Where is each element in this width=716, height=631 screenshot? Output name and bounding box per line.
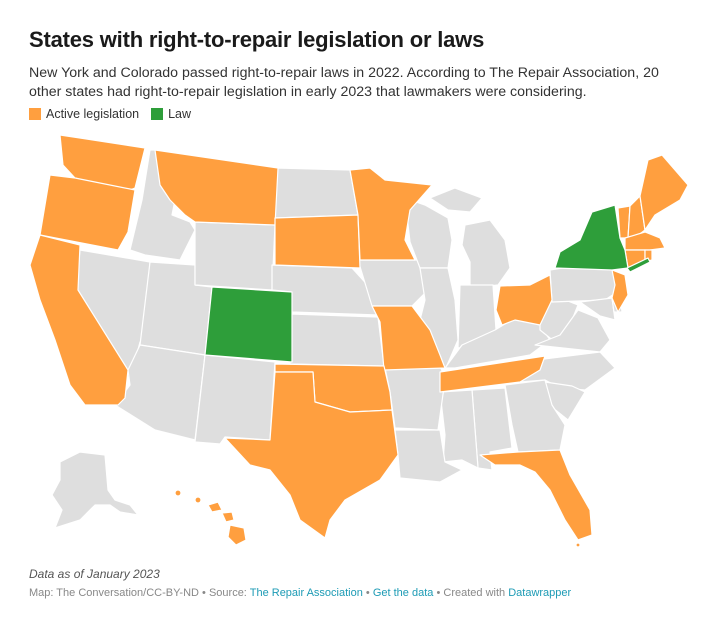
state-michigan	[461, 219, 511, 289]
state-tennessee	[439, 355, 546, 393]
us-map	[29, 134, 689, 548]
legend-swatch-law	[151, 108, 164, 120]
state-louisiana	[394, 429, 463, 483]
state-texas	[224, 371, 399, 539]
state-colorado	[204, 286, 293, 363]
state-maine	[639, 154, 689, 231]
state-missouri	[371, 305, 446, 371]
state-new-mexico	[194, 354, 276, 445]
state-mississippi	[439, 389, 479, 469]
state-illinois	[419, 267, 459, 371]
state-california	[29, 234, 129, 406]
legend: Active legislation Law	[29, 107, 203, 121]
footer-separator: •	[436, 587, 444, 599]
state-hawaii	[174, 489, 581, 548]
state-new-york-li	[626, 257, 651, 273]
state-florida	[479, 449, 593, 541]
state-wisconsin	[404, 197, 453, 269]
state-new-jersey	[611, 269, 629, 313]
footer-separator: •	[365, 587, 373, 599]
state-kansas	[289, 313, 385, 367]
footer: Map: The Conversation/CC-BY-ND • Source:…	[29, 587, 571, 599]
legend-label-active: Active legislation	[46, 107, 140, 121]
state-arkansas	[384, 364, 446, 431]
state-michigan-up	[429, 187, 483, 213]
state-wyoming	[194, 221, 276, 291]
state-nebraska	[271, 264, 379, 316]
state-new-york	[554, 204, 629, 271]
state-north-dakota	[274, 167, 359, 219]
legend-label-law: Law	[168, 107, 192, 121]
state-georgia	[504, 379, 566, 453]
state-montana	[154, 149, 279, 226]
state-south-dakota	[274, 214, 361, 269]
footer-created-prefix: Created with	[443, 587, 506, 599]
source-link[interactable]: The Repair Association	[249, 587, 363, 599]
footer-source-prefix: Source:	[208, 587, 247, 599]
state-ohio	[495, 274, 553, 326]
footer-separator: •	[202, 587, 209, 599]
legend-item-active: Active legislation	[29, 107, 139, 121]
datawrapper-link[interactable]: Datawrapper	[508, 587, 572, 599]
legend-item-law: Law	[151, 107, 191, 121]
state-alaska	[51, 451, 139, 529]
footer-credit: Map: The Conversation/CC-BY-ND	[29, 587, 199, 599]
get-data-link[interactable]: Get the data	[372, 587, 434, 599]
data-date-note: Data as of January 2023	[29, 567, 160, 581]
map-subtitle: New York and Colorado passed right-to-re…	[29, 65, 659, 100]
state-maryland	[579, 297, 616, 321]
map-title: States with right-to-repair legislation …	[29, 27, 485, 52]
legend-swatch-active	[29, 108, 41, 120]
state-minnesota	[349, 167, 433, 261]
